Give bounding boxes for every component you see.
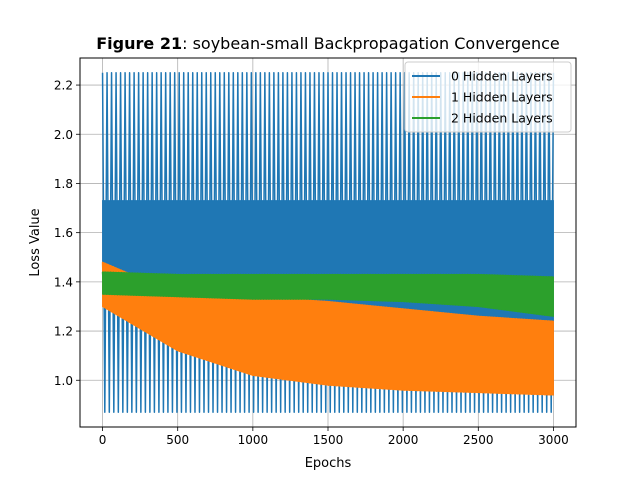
- y-tick-label: 2.2: [54, 79, 73, 93]
- chart-title-prefix: Figure 21: [96, 34, 182, 53]
- legend-label: 1 Hidden Layers: [451, 90, 553, 105]
- y-axis-ticks: 1.0 1.2 1.4 1.6 1.8 2.0 2.2: [54, 79, 80, 388]
- legend-label: 2 Hidden Layers: [451, 111, 553, 126]
- legend-box: [404, 61, 572, 133]
- x-tick-label: 1500: [313, 433, 344, 447]
- x-tick-label: 500: [166, 433, 189, 447]
- legend-label: 0 Hidden Layers: [451, 69, 553, 84]
- x-tick-label: 1000: [238, 433, 269, 447]
- x-axis-ticks: 0 500 1000 1500 2000 2500 3000: [99, 427, 569, 447]
- chart-title: Figure 21: soybean-small Backpropagation…: [96, 34, 560, 53]
- y-tick-label: 1.8: [54, 177, 73, 191]
- y-tick-label: 1.6: [54, 226, 73, 240]
- y-tick-label: 1.4: [54, 275, 73, 289]
- plot-area: [101, 72, 555, 413]
- x-tick-label: 2500: [463, 433, 494, 447]
- x-tick-label: 3000: [538, 433, 569, 447]
- x-tick-label: 2000: [388, 433, 419, 447]
- x-axis-label: Epochs: [305, 456, 352, 471]
- y-tick-label: 1.2: [54, 325, 73, 339]
- series-dense-band-2: [102, 271, 554, 317]
- x-tick-label: 0: [99, 433, 107, 447]
- legend: 0 Hidden Layers 1 Hidden Layers 2 Hidden L…: [404, 61, 572, 133]
- y-axis-label: Loss Value: [28, 208, 43, 276]
- chart-title-rest: : soybean-small Backpropagation Converge…: [182, 34, 560, 53]
- y-tick-label: 2.0: [54, 128, 73, 142]
- y-tick-label: 1.0: [54, 374, 73, 388]
